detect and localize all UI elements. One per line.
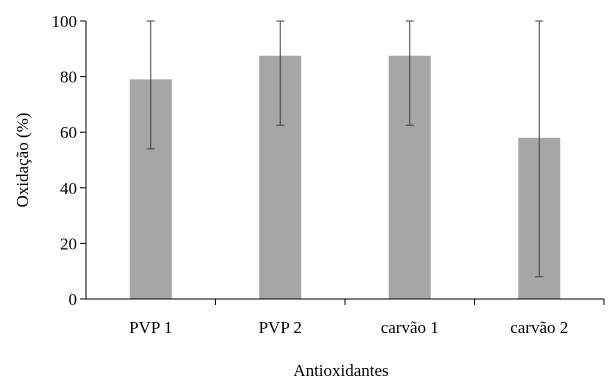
y-ticks-group: 0 20 40 60 80 100	[52, 12, 86, 309]
x-tick-label: carvão 2	[510, 318, 568, 337]
error-bar	[535, 20, 544, 278]
y-tick-label: 40	[60, 179, 77, 198]
y-tick-label: 80	[60, 68, 77, 87]
y-tick-label: 60	[60, 123, 77, 142]
x-axis-title: Antioxidantes	[293, 361, 388, 380]
x-tick-label: carvão 1	[381, 318, 439, 337]
error-bar	[276, 20, 285, 126]
x-tick-label: PVP 1	[129, 318, 172, 337]
error-bars-group	[146, 20, 544, 278]
x-tick-label: PVP 2	[259, 318, 302, 337]
y-tick-label: 100	[52, 12, 78, 31]
y-tick-label: 0	[69, 290, 78, 309]
y-axis-title: Oxidação (%)	[13, 113, 32, 208]
error-bar	[405, 20, 414, 126]
bars-group	[129, 55, 561, 299]
x-ticks-group: PVP 1 PVP 2 carvão 1 carvão 2	[129, 299, 605, 337]
y-tick-label: 20	[60, 234, 77, 253]
error-bar	[146, 20, 155, 150]
